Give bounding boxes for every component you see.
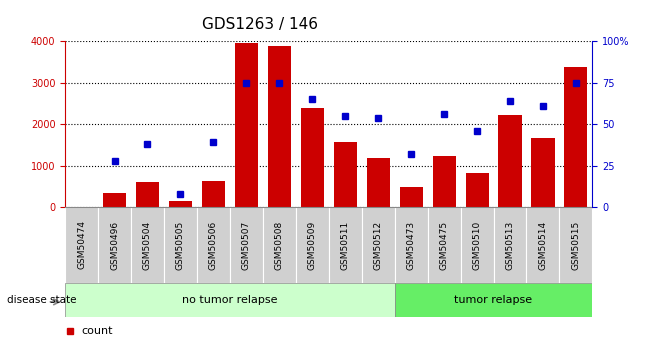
Text: GSM50513: GSM50513 — [506, 220, 514, 269]
Text: GSM50512: GSM50512 — [374, 220, 383, 269]
Text: GSM50511: GSM50511 — [340, 220, 350, 269]
Text: GSM50474: GSM50474 — [77, 220, 86, 269]
Text: GSM50507: GSM50507 — [242, 220, 251, 269]
Text: no tumor relapse: no tumor relapse — [182, 295, 277, 305]
Text: GSM50506: GSM50506 — [209, 220, 218, 269]
Bar — [103, 193, 126, 207]
Bar — [367, 158, 390, 207]
Bar — [428, 207, 461, 283]
Bar — [131, 207, 164, 283]
Bar — [432, 156, 456, 207]
Text: GSM50514: GSM50514 — [538, 220, 547, 269]
Bar — [230, 207, 263, 283]
Text: GSM50496: GSM50496 — [110, 220, 119, 269]
Bar — [98, 207, 131, 283]
Bar — [65, 283, 395, 317]
Bar — [395, 207, 428, 283]
Bar — [263, 207, 296, 283]
Bar — [202, 181, 225, 207]
Bar — [559, 207, 592, 283]
Text: GSM50508: GSM50508 — [275, 220, 284, 269]
Bar — [301, 108, 324, 207]
Bar — [235, 43, 258, 207]
Text: count: count — [81, 326, 113, 336]
Bar — [461, 207, 493, 283]
Bar — [564, 67, 587, 207]
Bar — [65, 207, 98, 283]
Bar — [329, 207, 362, 283]
Bar — [296, 207, 329, 283]
Text: GSM50509: GSM50509 — [308, 220, 317, 269]
Bar — [197, 207, 230, 283]
Text: GSM50473: GSM50473 — [407, 220, 415, 269]
Bar — [465, 174, 489, 207]
Bar — [400, 187, 422, 207]
Bar — [164, 207, 197, 283]
Bar — [531, 138, 555, 207]
Bar — [334, 141, 357, 207]
Bar — [395, 283, 592, 317]
Text: GSM50515: GSM50515 — [572, 220, 581, 269]
Text: GSM50510: GSM50510 — [473, 220, 482, 269]
Text: disease state: disease state — [7, 295, 76, 305]
Text: tumor relapse: tumor relapse — [454, 295, 533, 305]
Bar — [527, 207, 559, 283]
Bar — [268, 46, 291, 207]
Bar — [362, 207, 395, 283]
Text: GSM50505: GSM50505 — [176, 220, 185, 269]
Text: GSM50504: GSM50504 — [143, 220, 152, 269]
Text: GDS1263 / 146: GDS1263 / 146 — [202, 17, 318, 32]
Bar — [499, 115, 521, 207]
Bar — [136, 182, 159, 207]
Text: GSM50475: GSM50475 — [439, 220, 449, 269]
Bar — [493, 207, 527, 283]
Bar — [169, 201, 192, 207]
